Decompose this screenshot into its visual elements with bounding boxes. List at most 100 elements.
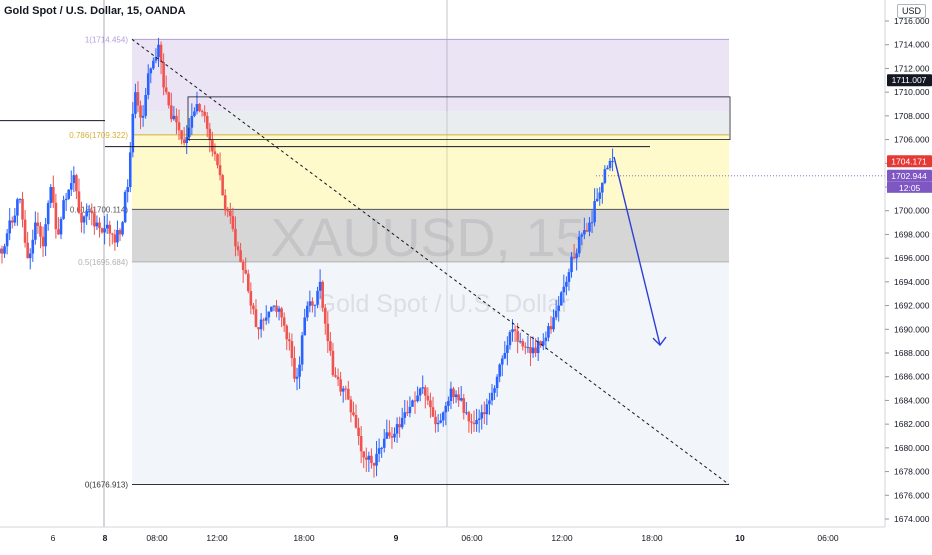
candle-body [62,200,65,219]
time-tick-label: 06:00 [817,533,839,543]
price-tick-label: 1690.000 [894,324,930,334]
candle-body [382,438,386,448]
candle-body [305,305,309,318]
candle-body [518,341,522,343]
price-tick-label: 1678.000 [894,467,930,477]
candle-body [144,94,147,116]
candle-body [513,329,517,332]
candle-body [441,412,445,421]
candle-body [475,420,478,425]
candle-body [195,104,199,112]
price-tick-label: 1712.000 [894,63,930,73]
price-tick-label: 1700.000 [894,206,930,216]
candle-body [557,305,560,311]
candle-body [290,341,294,359]
candle-body [111,233,114,235]
candle-body [264,317,268,321]
candle-body [541,341,545,346]
fib-zone-618 [132,134,729,210]
candle-body [295,376,299,379]
candle-body [223,195,227,211]
candle-body [303,317,307,336]
drawings[interactable] [0,38,885,485]
candle-body [511,329,514,333]
candle-body [16,199,19,216]
time-axis[interactable]: 6 8 08:00 12:00 18:00 9 06:00 12:00 18:00 10 06:00 [0,526,932,550]
candle-body [100,228,104,233]
candle-body [244,270,248,274]
candle-body [141,115,145,118]
candle-body [8,220,11,234]
symbol-title: Gold Spot / U.S. Dollar, 15, OANDA [4,5,186,17]
candle-body [64,198,68,201]
candle-body [313,304,317,306]
candle-body [200,111,204,113]
candle-body [495,376,499,389]
candle-body [241,261,245,270]
candle-body [462,398,466,413]
candle-body [421,387,425,389]
dashed-trendline [131,38,730,485]
candle-body [608,160,612,168]
price-label-current: 1702.944 [891,171,927,181]
candle-body [13,215,17,223]
price-tick-label: 1676.000 [894,490,930,500]
countdown-bg [887,181,932,193]
candle-body [539,341,543,346]
candle-body [285,325,289,340]
candle-body [447,401,450,406]
drawn-rectangle [187,96,731,140]
candle-body [341,388,345,392]
currency-button[interactable]: USD [897,4,927,18]
candle-body [39,226,42,237]
candle-body [82,216,86,223]
candle-body [500,358,504,365]
candle-body [334,375,337,377]
candle-body [316,290,319,305]
candle-body [403,412,407,418]
price-axis[interactable]: 1716.000 1714.000 1712.000 1710.000 1708.000… [884,0,932,550]
candle-body [326,323,330,342]
candle-body [426,395,430,401]
candle-body [3,246,6,254]
candle-body [370,455,373,463]
candle-body [398,424,401,428]
candle-body [159,44,163,63]
candle-body [149,68,153,74]
candle-body [598,192,602,199]
candle-body [529,347,532,354]
candle-body [182,139,186,144]
candle-body [298,364,301,377]
fib-zone-786 [132,111,729,135]
fib-zone-bottom [132,261,729,485]
candle-body [585,230,589,232]
fibonacci-retracement[interactable]: 1(1714.454) 0.786(1709.322) 0.618(1700.114… [69,35,729,489]
candle-body [126,187,130,193]
candle-body [367,455,371,460]
candle-body [318,281,322,291]
candle-body [157,44,160,58]
candle-body [547,326,550,338]
candle-body [262,319,265,321]
candle-body [575,253,578,259]
candle-body [562,286,566,293]
candle-body [44,224,47,247]
candle-body [31,239,35,254]
candle-body [267,311,271,318]
candle-body [606,167,609,170]
price-tick-label: 1696.000 [894,253,930,263]
candle-body [164,87,168,93]
candle-body [69,183,73,190]
candle-body [595,198,599,202]
candle-body [493,388,496,393]
candle-body [572,256,576,259]
price-tick-label: 1710.000 [894,87,930,97]
candle-body [467,412,471,422]
candle-body [395,424,399,434]
price-tick-label: 1694.000 [894,277,930,287]
price-axis-background [885,0,932,550]
candle-body [229,210,232,217]
candle-body [280,308,283,318]
